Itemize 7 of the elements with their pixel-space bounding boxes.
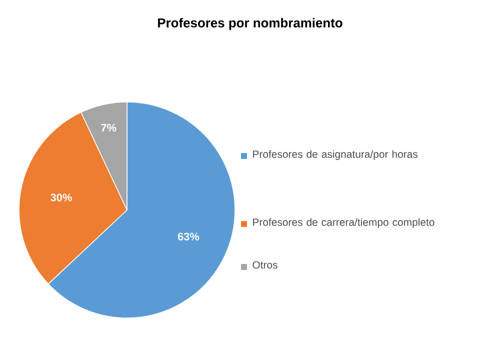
legend-label: Profesores de carrera/tiempo completo (253, 218, 434, 228)
data-label: 63% (178, 232, 200, 240)
legend-label: Otros (252, 261, 278, 269)
legend-label: Profesores de asignatura/por horas (253, 150, 418, 160)
chart-title: Profesores por nombramiento (158, 18, 342, 30)
data-label: 30% (50, 194, 72, 202)
data-label: 7% (101, 124, 116, 132)
